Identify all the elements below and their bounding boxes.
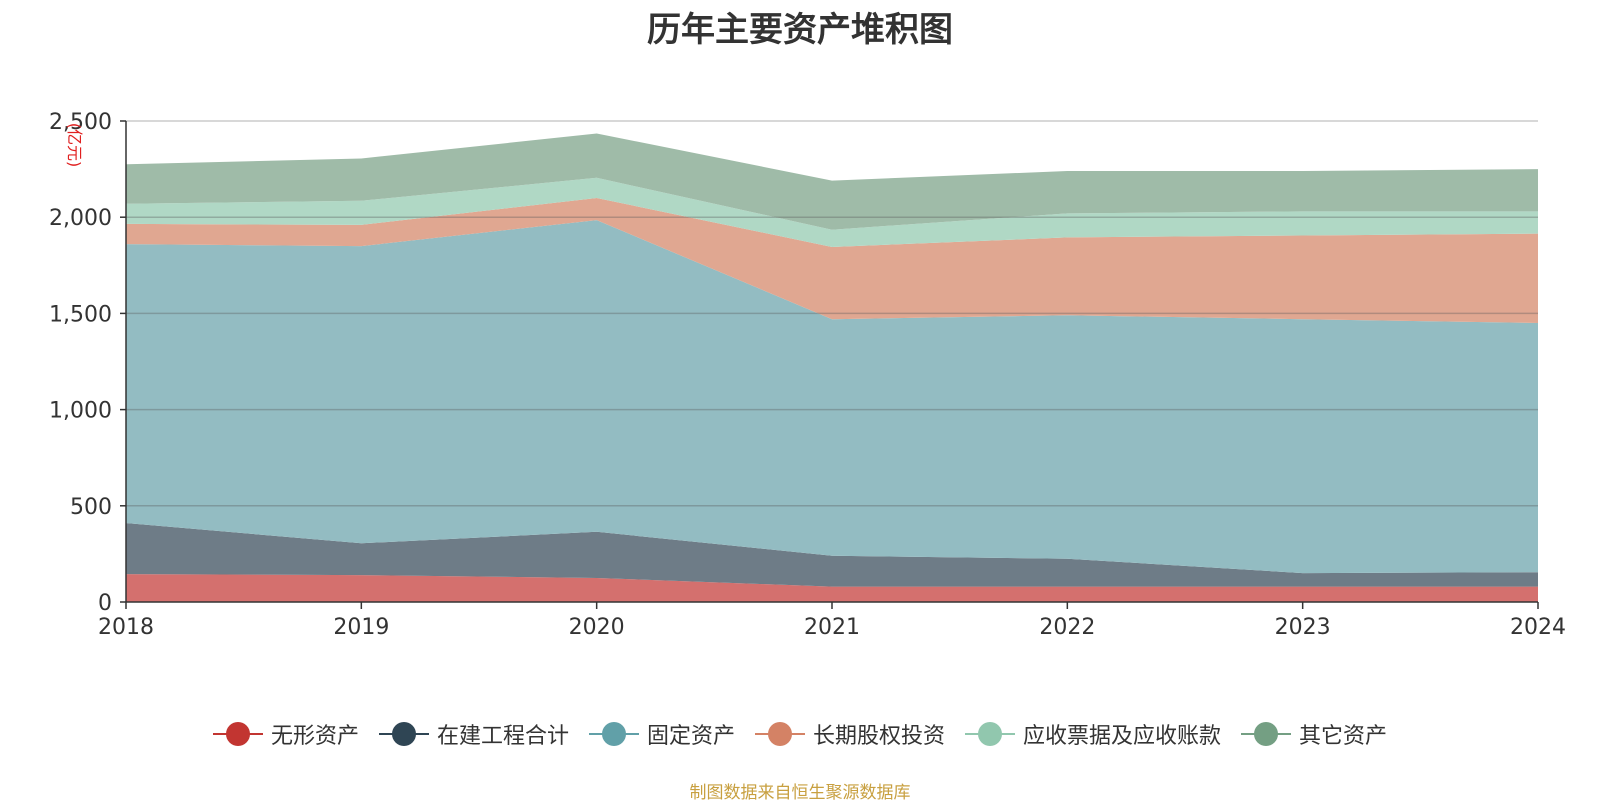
legend-item-2[interactable]: 在建工程合计 (378, 718, 569, 750)
legend-label: 在建工程合计 (436, 724, 569, 749)
x-tick-label-1: 2019 (333, 615, 389, 640)
x-tick-label-6: 2024 (1510, 615, 1566, 640)
y-tick-label-0: 0 (98, 591, 112, 616)
x-tick-label-2: 2020 (569, 615, 625, 640)
legend: 无形资产 在建工程合计 固定资产 长期股权投资 应收票据及应收账款 其它资产 (0, 718, 1600, 750)
legend-marker-icon (965, 721, 1016, 747)
legend-marker-icon (212, 721, 263, 747)
area-series-4 (126, 198, 1538, 323)
legend-label: 其它资产 (1299, 724, 1388, 749)
x-tick-label-4: 2022 (1039, 615, 1095, 640)
y-tick-label-4: 2,000 (49, 206, 112, 231)
source-note: 制图数据来自恒生聚源数据库 (689, 783, 911, 803)
area-layers (126, 133, 1538, 602)
area-series-1 (126, 574, 1538, 602)
x-tick-label-0: 2018 (98, 615, 154, 640)
y-axis-unit-label: (亿元) (65, 123, 84, 168)
legend-label: 无形资产 (270, 724, 359, 749)
y-tick-label-3: 1,500 (49, 302, 112, 327)
legend-item-1[interactable]: 无形资产 (212, 718, 359, 750)
area-series-6 (126, 133, 1538, 230)
legend-marker-icon (378, 721, 429, 747)
area-series-3 (126, 220, 1538, 574)
legend-item-5[interactable]: 应收票据及应收账款 (965, 718, 1221, 750)
y-tick-label-2: 1,000 (49, 399, 112, 424)
tick-labels: 0 500 1,000 1,500 2,000 2,500 2018 2019 2020 2021… (49, 110, 1566, 640)
y-tick-label-5: 2,500 (49, 110, 112, 135)
x-tick-label-3: 2021 (804, 615, 860, 640)
y-tick-label-1: 500 (70, 495, 112, 520)
legend-item-6[interactable]: 其它资产 (1241, 718, 1387, 750)
legend-label: 应收票据及应收账款 (1023, 724, 1222, 749)
grid-lines (126, 120, 1538, 507)
legend-item-4[interactable]: 长期股权投资 (755, 718, 945, 750)
legend-item-3[interactable]: 固定资产 (588, 718, 735, 750)
chart-title: 历年主要资产堆积图 (647, 10, 953, 50)
legend-marker-icon (1241, 721, 1292, 747)
area-series-2 (126, 523, 1538, 587)
legend-label: 长期股权投资 (813, 724, 946, 749)
area-series-5 (126, 177, 1538, 247)
legend-marker-icon (755, 721, 805, 747)
legend-label: 固定资产 (646, 724, 735, 749)
legend-marker-icon (588, 721, 639, 747)
x-tick-label-5: 2023 (1275, 615, 1331, 640)
